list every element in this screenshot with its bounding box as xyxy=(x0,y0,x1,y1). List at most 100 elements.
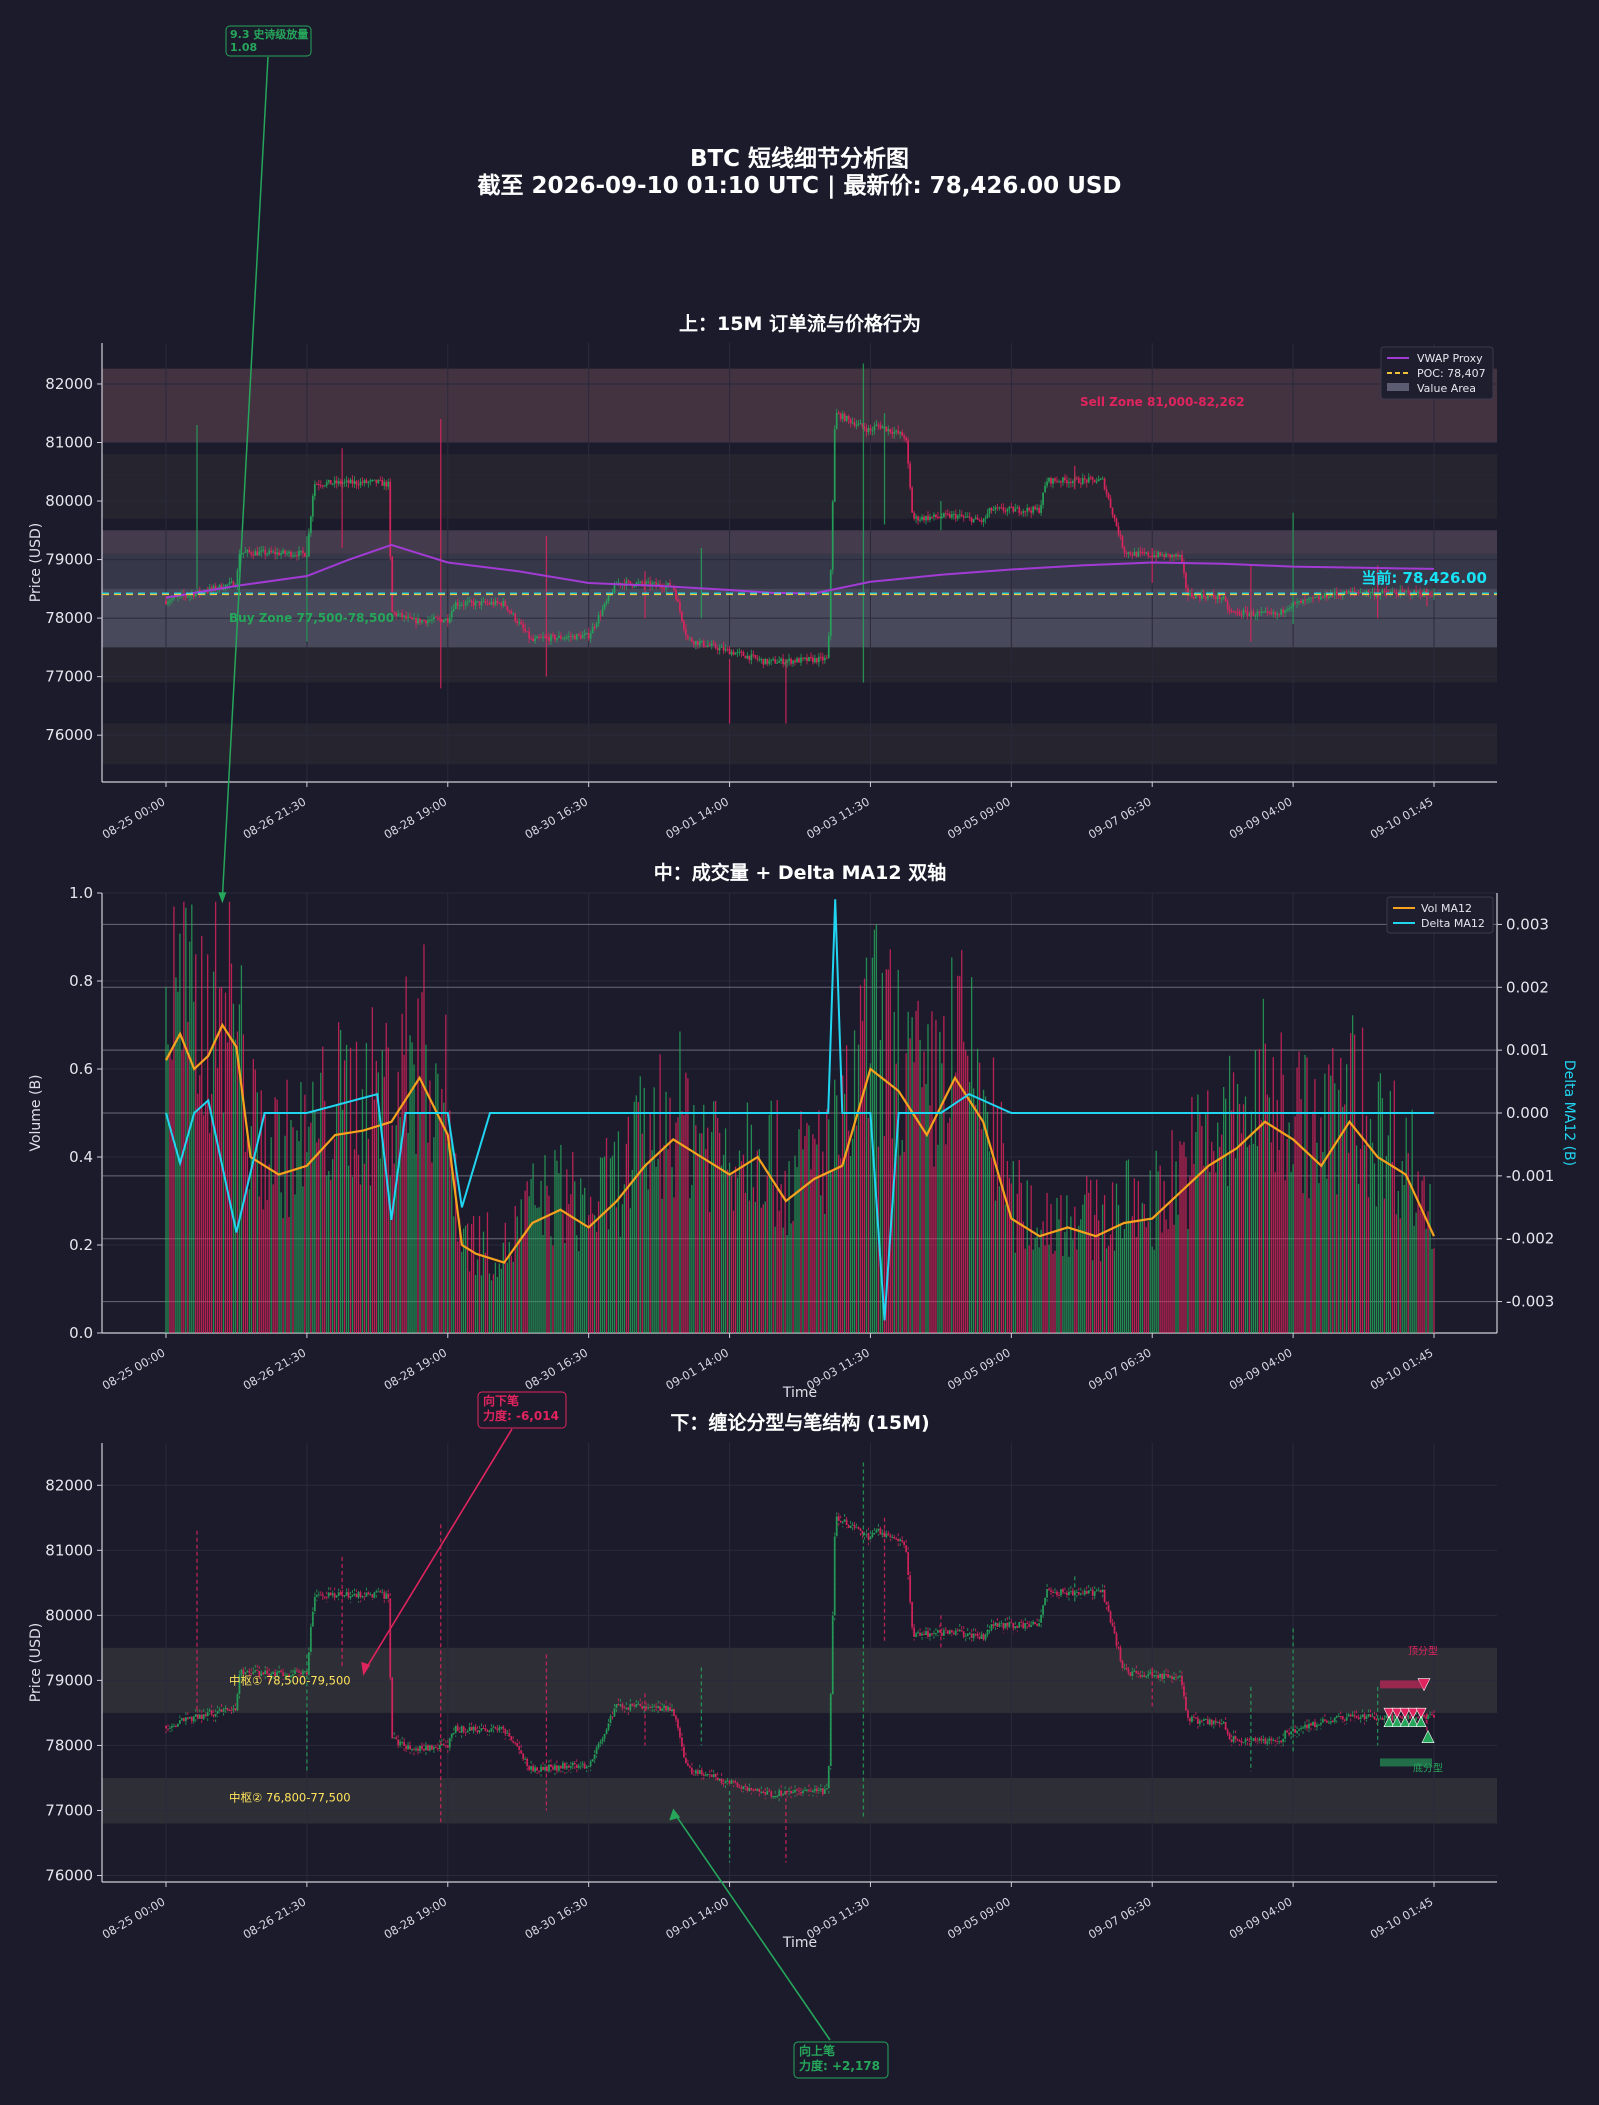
price-panel-candle-body xyxy=(379,479,382,481)
chanlun-panel-top-fractal-marker xyxy=(1383,1707,1395,1719)
chanlun-panel-candle-body xyxy=(534,1767,536,1772)
price-panel-candle-body xyxy=(661,586,663,589)
price-panel-candle-body xyxy=(222,588,225,590)
chanlun-panel-candle-body xyxy=(1183,1685,1185,1697)
price-panel-candle-body xyxy=(1357,592,1360,594)
chanlun-panel-candle-body xyxy=(1353,1714,1356,1716)
chanlun-panel-candle-body xyxy=(643,1706,646,1709)
chanlun-panel-candle-body xyxy=(1270,1738,1273,1741)
price-panel-candle-body xyxy=(673,586,675,590)
price-panel-candle-body xyxy=(875,424,878,427)
chanlun-panel-candle-body xyxy=(583,1763,586,1769)
price-panel-candle-body xyxy=(1056,480,1058,482)
chanlun-panel-candle-body xyxy=(778,1790,781,1796)
chanlun-panel-candle-body xyxy=(1319,1722,1322,1725)
price-panel-candle-body xyxy=(1345,591,1348,595)
chanlun-panel-candle-body xyxy=(653,1706,656,1708)
chanlun-panel-candle-body xyxy=(333,1593,336,1598)
chanlun-panel-ytick-label: 79000 xyxy=(45,1671,93,1689)
chanlun-panel-candle-body xyxy=(335,1595,338,1598)
price-panel-candle-body xyxy=(591,626,594,634)
price-panel-buy-zone-label: Buy Zone 77,500-78,500 xyxy=(229,611,394,625)
chanlun-panel-candle-body xyxy=(575,1764,578,1769)
chanlun-panel-candle-body xyxy=(232,1708,235,1710)
price-panel-candle-body xyxy=(629,581,632,584)
price-panel-candle-body xyxy=(760,659,763,661)
price-panel-candle-body xyxy=(1214,597,1217,600)
price-panel-candle-body xyxy=(1288,608,1291,610)
chanlun-panel-candle-body xyxy=(327,1592,330,1597)
chanlun-panel-candle-body xyxy=(1036,1624,1039,1626)
price-panel-candle-body xyxy=(1262,611,1265,613)
price-panel-candle-body xyxy=(1071,481,1074,484)
chanlun-panel-candle-body xyxy=(288,1674,290,1677)
price-panel-candle-body xyxy=(573,635,576,640)
volume-panel-xlabel: Time xyxy=(782,1385,817,1401)
chanlun-panel-candle-body xyxy=(647,1707,650,1709)
price-panel-candle-body xyxy=(571,635,574,637)
chanlun-panel-candle-body xyxy=(1244,1739,1247,1743)
chanlun-panel-candle-body xyxy=(903,1541,906,1546)
price-panel-candle-body xyxy=(857,423,860,425)
chanlun-panel-candle-body xyxy=(891,1537,894,1539)
chanlun-panel-candle-body xyxy=(182,1718,185,1722)
chanlun-panel-candle-body xyxy=(692,1773,695,1775)
chanlun-panel-candle-body xyxy=(216,1711,219,1714)
chanlun-panel-candle-body xyxy=(1421,1714,1423,1720)
price-panel-candle-body xyxy=(413,618,415,620)
chanlun-panel-candle-body xyxy=(841,1521,844,1523)
price-panel-candle-body xyxy=(1304,599,1306,601)
price-panel-candle-body xyxy=(933,514,935,517)
price-panel-candle-body xyxy=(1032,506,1035,513)
chanlun-panel-candle-body xyxy=(913,1627,916,1637)
price-panel-candle-body xyxy=(962,516,965,518)
price-panel-candle-body xyxy=(565,636,568,638)
price-panel-candle-body xyxy=(569,636,572,638)
price-panel-candle-body xyxy=(1181,554,1183,563)
price-panel-candle-body xyxy=(1375,594,1378,597)
price-panel-current-label: 当前: 78,426.00 xyxy=(1361,569,1487,587)
price-panel-candle-body xyxy=(436,617,439,619)
chanlun-panel-candle-body xyxy=(1175,1676,1177,1678)
chanlun-panel-candle-body xyxy=(1165,1673,1168,1675)
chanlun-panel-candle-body xyxy=(1359,1717,1362,1720)
price-panel-candle-body xyxy=(391,556,394,612)
price-panel-candle-body xyxy=(1383,590,1386,592)
chanlun-panel-candle-body xyxy=(264,1670,267,1675)
chanlun-panel-ytick-label: 77000 xyxy=(45,1801,93,1819)
chanlun-panel-candle-body xyxy=(1113,1625,1116,1634)
price-panel-candle-body xyxy=(317,484,320,486)
chanlun-panel-candle-body xyxy=(1185,1696,1187,1711)
chanlun-panel-candle-body xyxy=(911,1601,914,1628)
price-panel-candle-body xyxy=(1133,552,1136,556)
chanlun-panel-candle-body xyxy=(597,1743,600,1748)
price-panel-candle-body xyxy=(700,640,703,642)
chanlun-panel-candle-body xyxy=(641,1705,644,1709)
price-panel-candle-body xyxy=(470,600,473,603)
chanlun-panel-candle-body xyxy=(998,1623,1001,1627)
price-panel-candle-body xyxy=(425,620,427,624)
chanlun-panel-candle-body xyxy=(1206,1719,1209,1725)
price-panel-candle-body xyxy=(1407,591,1410,593)
chanlun-panel-candle-body xyxy=(504,1729,507,1734)
chanlun-panel-candle-body xyxy=(1333,1717,1336,1722)
chanlun-panel-candle-body xyxy=(762,1791,765,1793)
price-panel-candle-body xyxy=(1040,504,1042,513)
chanlun-panel-down-stroke-box xyxy=(477,1391,567,1429)
price-panel-candle-body xyxy=(1302,599,1304,604)
chanlun-panel-candle-body xyxy=(536,1767,538,1771)
price-panel-candle-body xyxy=(887,429,890,432)
price-panel-candle-body xyxy=(808,657,810,661)
price-panel-candle-body xyxy=(825,657,828,659)
price-panel-candle-body xyxy=(1155,555,1158,558)
price-panel-candle-body xyxy=(1089,477,1092,479)
chanlun-panel-candle-body xyxy=(419,1745,421,1752)
chanlun-panel-candle-body xyxy=(724,1781,727,1784)
chanlun-panel-candle-body xyxy=(1308,1723,1310,1729)
price-panel-candle-body xyxy=(1016,507,1019,509)
price-panel-candle-body xyxy=(952,513,955,515)
price-panel-candle-body xyxy=(1321,596,1324,598)
price-panel-candle-body xyxy=(466,601,469,603)
price-panel-candle-body xyxy=(1044,485,1046,493)
chanlun-panel-candle-body xyxy=(542,1766,544,1771)
